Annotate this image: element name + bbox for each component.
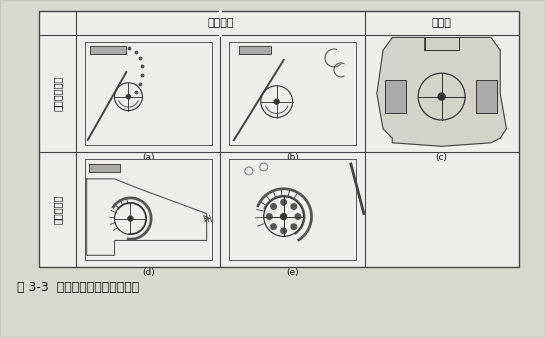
Text: (b): (b): [286, 153, 299, 162]
Circle shape: [274, 99, 279, 104]
Bar: [239, 46, 271, 54]
Text: 不可逆式: 不可逆式: [207, 18, 234, 28]
Circle shape: [438, 93, 445, 100]
Text: 不带匀整篦板: 不带匀整篦板: [52, 76, 63, 111]
Bar: [39, 11, 519, 267]
Text: (a): (a): [142, 153, 155, 162]
Text: 可逆式: 可逆式: [432, 18, 452, 28]
Bar: [384, 80, 406, 113]
Polygon shape: [377, 38, 506, 146]
Circle shape: [281, 228, 287, 234]
Circle shape: [126, 95, 130, 99]
Bar: [85, 42, 212, 145]
Text: 图 3-3  单转子反击式破碎机分类: 图 3-3 单转子反击式破碎机分类: [17, 281, 140, 294]
Circle shape: [291, 204, 296, 209]
Bar: [229, 159, 356, 260]
Circle shape: [295, 214, 301, 219]
Circle shape: [271, 224, 276, 230]
Bar: [85, 159, 212, 260]
Bar: [88, 164, 121, 172]
Bar: [425, 38, 459, 50]
Text: (d): (d): [142, 268, 155, 277]
Circle shape: [281, 214, 287, 220]
Circle shape: [281, 199, 287, 205]
Text: 带匀整篦板: 带匀整篦板: [52, 195, 63, 224]
Text: (e): (e): [286, 268, 299, 277]
Circle shape: [271, 204, 276, 209]
Bar: [229, 42, 356, 145]
Circle shape: [266, 214, 272, 219]
Circle shape: [128, 216, 133, 221]
Circle shape: [291, 224, 296, 230]
Bar: [39, 11, 519, 267]
Bar: [90, 46, 127, 54]
Bar: [476, 80, 497, 113]
Text: (c): (c): [436, 153, 448, 162]
